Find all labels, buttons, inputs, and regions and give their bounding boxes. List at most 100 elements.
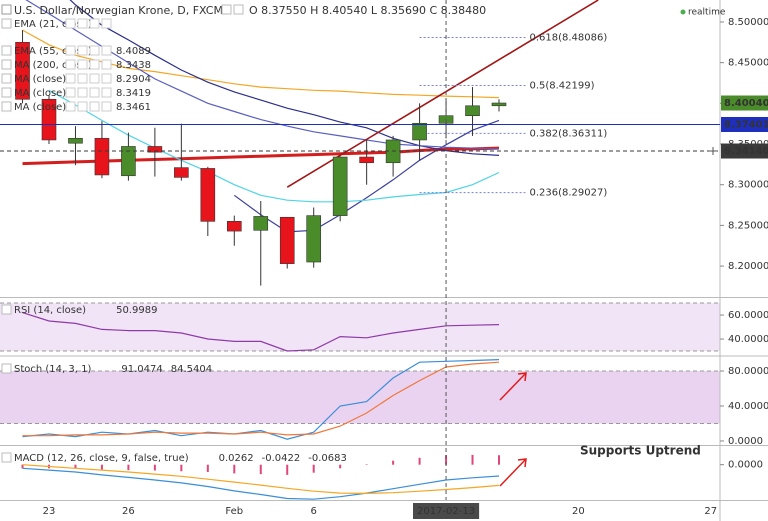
legend-icon [77,87,88,98]
legend-icon [1,73,12,84]
legend-label: MA (close) [14,74,66,85]
line-series [48,89,500,203]
histogram-bar [392,460,395,465]
crosshair-icon [709,147,717,155]
histogram-bar [259,464,262,475]
candle-body [253,216,269,231]
legend-icon [101,101,112,112]
legend-icon [1,45,12,56]
x-tick-label: 27 [704,506,717,517]
legend-value: -0.0422 [262,453,301,464]
line-series [22,361,500,437]
histogram-bar [21,464,24,469]
band [0,303,720,352]
candle-body [15,42,30,100]
legend-icon [65,73,76,84]
histogram-bar [233,464,236,474]
price-tag-label: 8.37401 [724,119,768,130]
candle-body [68,138,83,144]
legend-icon [1,87,12,98]
price-tag [721,143,768,159]
y-tick-label: 80.0000 [728,366,768,377]
annotation: Supports Uptrend [580,444,701,458]
status-dot [680,9,686,15]
candle-body [174,167,189,178]
y-tick-label: 8.30000 [728,180,768,191]
y-tick-label: 0.0000 [728,436,763,447]
legend-icon [89,18,100,29]
legend-value: 84.5404 [171,364,212,375]
candle-body [359,156,374,164]
status: realtime [688,8,726,18]
icon[interactable] [221,4,232,15]
legend-icon [89,45,100,56]
candle-body [94,138,110,176]
x-tick-highlight [412,503,480,519]
histogram-bar [339,464,342,469]
arrow [499,372,527,401]
histogram-bar [471,454,474,465]
candle-body [147,146,163,153]
fib-label: 0.382(8.36311) [529,128,607,139]
legend-value: -0.0683 [308,453,347,464]
legend-icon [65,87,76,98]
fib-label: 0.618(8.48086) [529,33,607,44]
ohlc-readout: O 8.37550 H 8.40540 L 8.35690 C 8.38480 [249,4,486,17]
candle-body [465,105,480,117]
legend-icon [89,73,100,84]
candle-body [279,216,295,264]
histogram-bar [418,457,421,465]
legend-icon [77,45,88,56]
legend-icon [1,101,12,112]
legend-icon [77,73,88,84]
x-tick-label: 23 [43,506,56,517]
legend-icon [65,59,76,70]
x-tick-label: Feb [225,506,243,517]
band [0,370,720,424]
y-tick-label: 0.0000 [728,460,763,471]
backgrounds [0,302,720,424]
histogram-bar [365,464,368,465]
candle-body [200,168,216,222]
line-series [22,467,500,500]
histogram-bar [100,464,103,470]
marks [0,0,720,500]
line-series [22,359,500,440]
collapse-icon[interactable] [1,4,12,15]
line-series [22,312,500,352]
line-series [233,119,500,233]
legend-value: 50.9989 [116,305,157,316]
histogram-bar [127,464,130,471]
arrow [499,458,527,487]
legend-value: 8.2904 [116,74,151,85]
legend-label: EMA (55, close) [14,46,92,57]
labels: U.S. Dollar/Norwegian Krone, D, FXCM O 8… [1,4,768,519]
legend-value: 8.3461 [116,102,151,113]
histogram-bar [497,455,500,465]
price-tag-label: 8.40040 [724,98,768,109]
histogram-bar [312,464,315,473]
y-tick-label: 8.50000 [728,17,768,28]
legend-icon [1,304,12,315]
candle-body [41,98,57,141]
candle-body [226,221,242,232]
y-tick-label: 8.20000 [728,261,768,272]
candle-body [491,102,507,107]
chart-title: U.S. Dollar/Norwegian Krone, D, FXCM [14,4,223,17]
legend-icon [77,59,88,70]
candle-body [121,146,136,177]
y-tick-label: 40.0000 [728,334,768,345]
legend-icon [65,45,76,56]
legend-icon [89,59,100,70]
icon[interactable] [233,4,244,15]
candle-body [306,215,322,263]
line-series [22,464,500,495]
pane-title: RSI (14, close) [14,305,86,316]
candle-body [412,122,427,141]
legend-label: MA (close) [14,88,66,99]
legend-icon [1,452,12,463]
legend-value: 8.3419 [116,88,151,99]
legend-icon [77,18,88,29]
